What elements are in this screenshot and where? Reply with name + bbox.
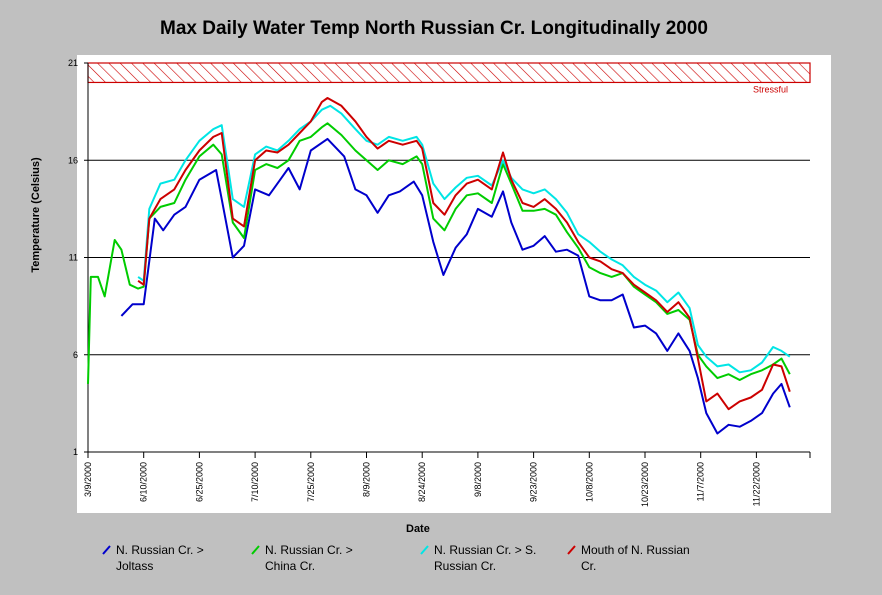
x-tick-label-12: 11/22/2000 (751, 462, 761, 506)
series-line-1 (87, 122, 791, 384)
x-axis-label: Date (406, 523, 430, 535)
legend-label-1: N. Russian Cr. > China Cr. (265, 543, 353, 573)
x-tick-label-5: 8/9/2000 (362, 462, 372, 497)
y-tick-label-6: 6 (73, 350, 78, 360)
legend-swatch-1 (251, 545, 260, 555)
x-tick-label-1: 6/10/2000 (139, 462, 149, 502)
legend-label-3: Mouth of N. Russian Cr. (581, 543, 690, 573)
legend-item-1: N. Russian Cr. > China Cr. (251, 542, 386, 574)
series-line-2 (137, 104, 791, 374)
x-tick-label-9: 10/8/2000 (584, 462, 594, 502)
y-tick-label-21: 21 (68, 58, 78, 68)
x-tick-label-8: 9/23/2000 (529, 462, 539, 502)
legend-swatch-2 (420, 545, 429, 555)
plot-background (77, 55, 831, 513)
legend-item-2: N. Russian Cr. > S. Russian Cr. (420, 542, 560, 574)
chart-title: Max Daily Water Temp North Russian Cr. L… (160, 18, 708, 39)
y-tick-label-1: 1 (73, 447, 78, 457)
x-tick-label-3: 7/10/2000 (250, 462, 260, 502)
stressful-label: Stressful (753, 84, 788, 94)
legend-item-0: N. Russian Cr. > Joltass (102, 542, 237, 574)
x-tick-label-7: 9/8/2000 (473, 462, 483, 497)
legend-item-3: Mouth of N. Russian Cr. (567, 542, 702, 574)
legend-label-2: N. Russian Cr. > S. Russian Cr. (434, 543, 537, 573)
x-tick-label-2: 6/25/2000 (194, 462, 204, 502)
x-tick-label-4: 7/25/2000 (306, 462, 316, 502)
y-tick-label-16: 16 (68, 155, 78, 165)
series-line-3 (137, 97, 791, 411)
series-lines (87, 97, 791, 435)
legend-swatch-0 (102, 545, 111, 555)
legend-label-0: N. Russian Cr. > Joltass (116, 543, 204, 573)
series-line-0 (120, 137, 791, 435)
legend-swatch-3 (567, 545, 576, 555)
x-tick-label-0: 3/9/2000 (83, 462, 93, 497)
x-tick-label-10: 10/23/2000 (640, 462, 650, 507)
y-tick-label-11: 11 (69, 253, 78, 263)
stressful-band-rect (87, 62, 811, 84)
x-axis-ticks: 3/9/2000 6/10/2000 6/25/2000 7/10/2000 7/25/… (83, 452, 811, 507)
x-tick-label-11: 11/7/2000 (696, 462, 706, 501)
x-tick-label-6: 8/24/2000 (417, 462, 427, 502)
